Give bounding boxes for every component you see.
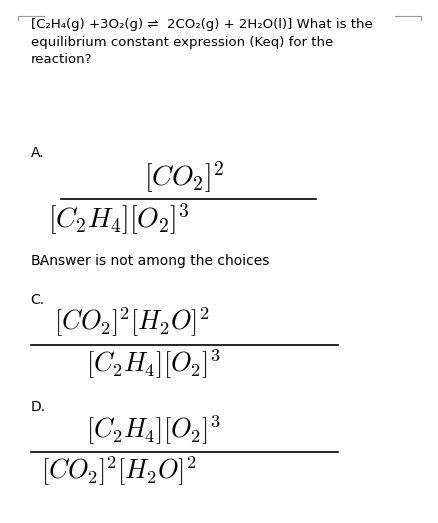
Text: $[CO_2]^2[H_2O]^2$: $[CO_2]^2[H_2O]^2$	[54, 306, 209, 339]
Text: C.: C.	[31, 293, 45, 307]
Text: [C₂H₄(g) +3O₂(g) ⇌  2CO₂(g) + 2H₂O(l)] What is the
equilibrium constant expressi: [C₂H₄(g) +3O₂(g) ⇌ 2CO₂(g) + 2H₂O(l)] Wh…	[31, 18, 371, 66]
Text: $[CO_2]^2$: $[CO_2]^2$	[144, 160, 224, 195]
Text: $[C_2H_4][O_2]^3$: $[C_2H_4][O_2]^3$	[48, 201, 189, 237]
Text: $[CO_2]^2[H_2O]^2$: $[CO_2]^2[H_2O]^2$	[41, 455, 196, 488]
Text: Answer is not among the choices: Answer is not among the choices	[31, 254, 268, 268]
Text: D.: D.	[31, 400, 46, 414]
Text: $[C_2H_4][O_2]^3$: $[C_2H_4][O_2]^3$	[86, 348, 220, 381]
Text: $[C_2H_4][O_2]^3$: $[C_2H_4][O_2]^3$	[86, 413, 220, 447]
Text: B.: B.	[31, 254, 45, 268]
Text: A.: A.	[31, 146, 44, 161]
